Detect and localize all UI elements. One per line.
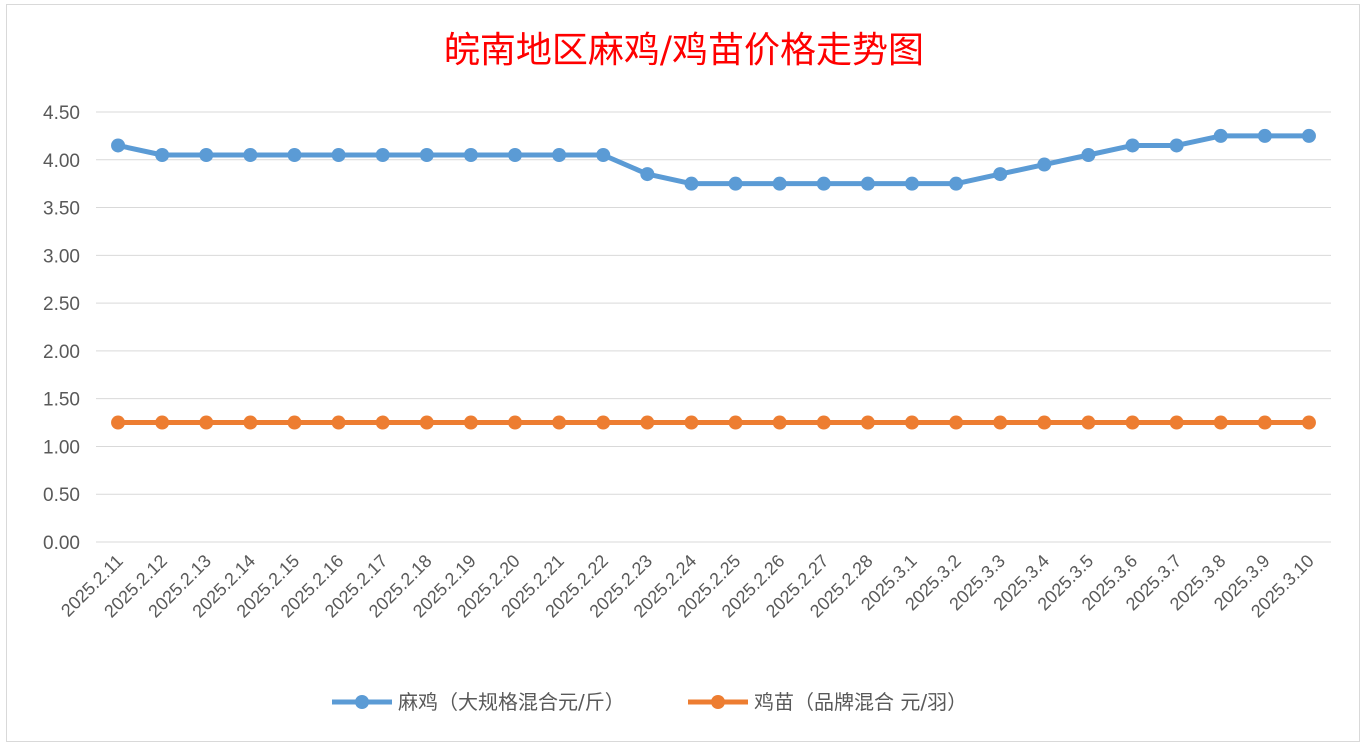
y-tick-label: 0.00: [43, 533, 80, 554]
data-point: [199, 148, 214, 162]
data-point: [728, 176, 743, 191]
data-point: [949, 415, 964, 430]
data-point: [816, 176, 831, 191]
data-point: [772, 415, 787, 430]
chart-title: 皖南地区麻鸡/鸡苗价格走势图: [444, 30, 924, 71]
data-point: [993, 415, 1008, 430]
data-point: [640, 167, 655, 182]
data-point: [1301, 415, 1316, 430]
legend-item-2: 鸡苗（品牌混合 元/羽）: [688, 690, 967, 714]
data-point: [1257, 128, 1272, 143]
data-point: [1081, 415, 1096, 430]
data-point: [904, 176, 919, 191]
data-point: [287, 415, 302, 430]
data-point: [287, 148, 302, 162]
data-point: [1169, 138, 1184, 153]
legend-label: 鸡苗（品牌混合 元/羽）: [754, 690, 967, 714]
data-point: [596, 415, 611, 430]
data-point: [1037, 157, 1052, 172]
data-point: [375, 148, 390, 162]
data-point: [155, 415, 170, 430]
data-point: [1037, 415, 1052, 430]
data-point: [860, 176, 875, 191]
data-point: [904, 415, 919, 430]
legend-item-1: 麻鸡（大规格混合元/斤）: [332, 690, 625, 714]
data-point: [596, 148, 611, 162]
legend-label: 麻鸡（大规格混合元/斤）: [398, 690, 625, 714]
x-axis: 2025.2.112025.2.122025.2.132025.2.142025…: [57, 551, 1318, 622]
data-point: [993, 167, 1008, 182]
data-point: [1169, 415, 1184, 430]
y-tick-label: 3.50: [43, 199, 80, 220]
grid-lines: [96, 111, 1331, 543]
y-tick-label: 2.00: [43, 342, 80, 363]
data-point: [1213, 415, 1228, 430]
data-point: [199, 415, 214, 430]
data-point: [772, 176, 787, 191]
data-point: [1257, 415, 1272, 430]
data-point: [508, 415, 523, 430]
y-tick-label: 2.50: [43, 294, 80, 315]
data-point: [1301, 128, 1316, 143]
series-line: [115, 133, 1312, 187]
series-1: [111, 128, 1316, 191]
legend: 麻鸡（大规格混合元/斤） 鸡苗（品牌混合 元/羽）: [332, 690, 967, 714]
series-group: [111, 128, 1316, 430]
data-point: [552, 148, 567, 162]
data-point: [463, 148, 478, 162]
data-point: [508, 148, 523, 162]
y-tick-label: 4.00: [43, 151, 80, 172]
data-point: [640, 415, 655, 430]
series-2: [111, 415, 1316, 430]
legend-marker: [711, 695, 725, 709]
y-tick-label: 1.50: [43, 390, 80, 411]
data-point: [1125, 138, 1140, 153]
data-point: [375, 415, 390, 430]
y-tick-label: 3.00: [43, 246, 80, 267]
legend-marker: [355, 695, 369, 709]
data-point: [243, 415, 258, 430]
data-point: [816, 415, 831, 430]
data-point: [463, 415, 478, 430]
y-tick-label: 1.00: [43, 437, 80, 458]
data-point: [155, 148, 170, 162]
y-axis: 0.00 0.50 1.00 1.50 2.00 2.50 3.00 3.50 4.00 4.50: [43, 103, 80, 554]
chart-frame: [6, 4, 1360, 742]
data-point: [419, 148, 434, 162]
data-point: [949, 176, 964, 191]
data-point: [1125, 415, 1140, 430]
data-point: [419, 415, 434, 430]
data-point: [331, 148, 346, 162]
data-point: [684, 415, 699, 430]
data-point: [111, 415, 126, 430]
data-point: [728, 415, 743, 430]
y-tick-label: 0.50: [43, 485, 80, 506]
data-point: [860, 415, 875, 430]
data-point: [331, 415, 346, 430]
data-point: [552, 415, 567, 430]
data-point: [111, 138, 126, 153]
data-point: [1081, 148, 1096, 162]
data-point: [243, 148, 258, 162]
data-point: [684, 176, 699, 191]
y-tick-label: 4.50: [43, 103, 80, 124]
data-point: [1213, 128, 1228, 143]
